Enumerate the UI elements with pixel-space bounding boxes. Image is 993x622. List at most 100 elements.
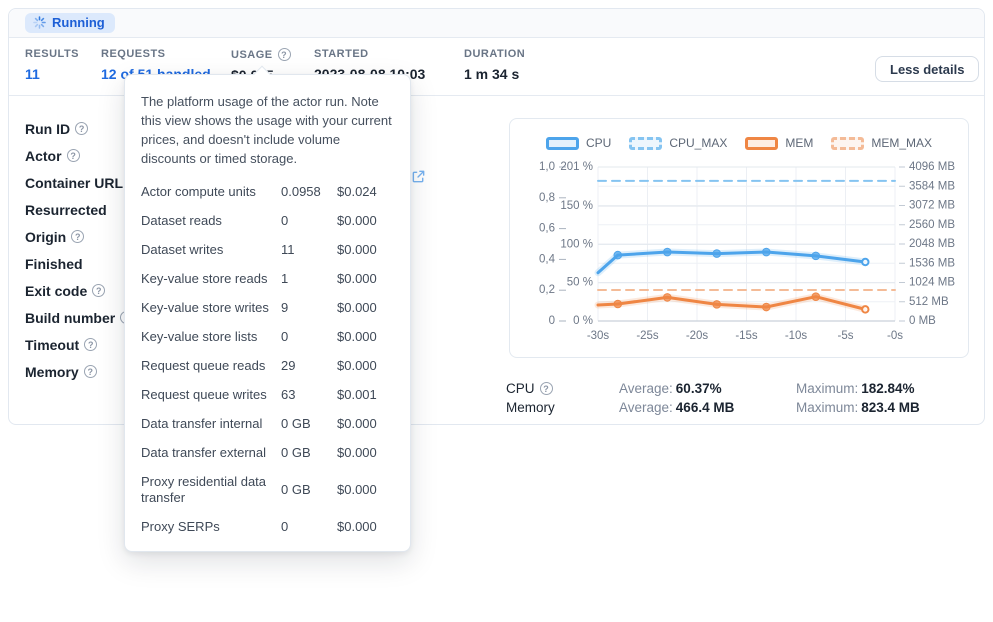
svg-text:3072 MB: 3072 MB [909,200,955,212]
run-field-row: Finished [25,250,141,277]
run-field-row: Origin ? [25,223,141,250]
memory-maximum-value: 823.4 MB [861,400,920,415]
help-icon[interactable]: ? [75,122,89,135]
svg-text:3584 MB: 3584 MB [909,180,955,192]
svg-text:150 %: 150 % [560,200,593,212]
svg-text:0 MB: 0 MB [909,315,936,327]
tooltip-description: The platform usage of the actor run. Not… [141,94,392,166]
run-field-label: Container URL [25,174,123,191]
resource-summary: CPU ? Average: 60.37% Maximum: 182.84% Mem… [506,381,920,415]
stat-results-label: RESULTS [25,48,80,60]
cpu-help-icon[interactable]: ? [539,382,553,395]
usage-row-value: 0 [281,213,289,228]
usage-row-price: $0.000 [337,519,377,534]
run-field-row: Timeout ? [25,331,141,358]
usage-row-value: 0 GB [281,416,311,431]
svg-text:0: 0 [549,315,555,327]
usage-row-label: Data transfer external [141,445,267,460]
usage-row-label: Key-value store reads [141,271,268,286]
legend-swatch-icon [545,136,579,150]
usage-row-label: Request queue writes [141,387,267,402]
duration-value: 1 m 34 s [464,66,520,82]
help-icon[interactable]: ? [71,230,85,243]
run-field-label: Resurrected [25,201,107,218]
svg-text:0,2: 0,2 [539,284,555,296]
cpu-average-value: 60.37% [675,381,722,396]
usage-row-price: $0.000 [337,271,377,286]
memory-average: Average: 466.4 MB [619,400,796,415]
svg-text:-25s: -25s [636,330,659,342]
status-strip: Running [9,9,984,38]
usage-row-value: 29 [281,358,296,373]
usage-row-label: Actor compute units [141,184,256,199]
stat-usage-label-text: USAGE [231,48,273,61]
svg-text:-5s: -5s [838,330,854,342]
usage-row-price: $0.000 [337,358,377,373]
run-field-row: Run ID ? [25,115,141,142]
usage-row-value: 1 [281,271,289,286]
usage-row-price: $0.024 [337,184,377,199]
usage-row-price: $0.000 [337,213,377,228]
run-field-label: Origin [25,228,67,245]
usage-row-label: Data transfer internal [141,416,263,431]
usage-row-label: Key-value store writes [141,300,269,315]
memory-average-value: 466.4 MB [675,400,735,415]
legend-item[interactable]: MEM [745,136,813,150]
cpu-maximum: Maximum: 182.84% [796,381,920,396]
help-icon[interactable]: ? [66,149,80,162]
cpu-average: Average: 60.37% [619,381,796,396]
run-fields-list: Run ID ? Actor ? Container URL ? Resurre… [25,115,141,385]
series-CPU [594,247,870,277]
cpu-maximum-value: 182.84% [861,381,915,396]
memory-summary-label-text: Memory [506,400,555,415]
stat-results: RESULTS 11 [25,48,79,82]
legend-item-label: CPU_MAX [669,136,728,150]
usage-row-price: $0.000 [337,445,377,460]
spinner-icon [33,16,46,29]
external-link-icon[interactable] [411,169,426,184]
svg-text:-20s: -20s [686,330,709,342]
chart-grid [597,166,896,322]
help-icon[interactable]: ? [84,338,98,351]
usage-row-price: $0.000 [337,416,377,431]
svg-text:-10s: -10s [785,330,808,342]
svg-text:2048 MB: 2048 MB [909,238,955,250]
legend-item[interactable]: MEM_MAX [831,136,932,150]
series-MEM [594,292,870,314]
memory-maximum-label: Maximum: [796,400,859,415]
results-link[interactable]: 11 [25,66,40,82]
memory-maximum: Maximum: 823.4 MB [796,400,920,415]
usage-help-icon[interactable]: ? [277,48,291,61]
status-badge: Running [25,13,115,33]
legend-item[interactable]: CPU_MAX [629,136,727,150]
stat-duration: DURATION 1 m 34 s [464,48,525,82]
usage-row-label: Request queue reads [141,358,266,373]
legend-swatch-icon [831,136,865,150]
help-icon[interactable]: ? [92,284,106,297]
cpu-summary-label-text: CPU [506,381,535,396]
svg-text:1,0: 1,0 [539,161,555,173]
svg-text:4096 MB: 4096 MB [909,161,955,173]
cpu-average-label: Average: [619,381,673,396]
legend-item-label: MEM_MAX [871,136,933,150]
usage-row-label: Proxy residential data transfer [141,474,267,505]
usage-tooltip: The platform usage of the actor run. Not… [124,65,411,552]
usage-row-value: 0 GB [281,445,311,460]
svg-text:100 %: 100 % [560,238,593,250]
svg-text:1536 MB: 1536 MB [909,257,955,269]
cpu-maximum-label: Maximum: [796,381,859,396]
cpu-summary-label: CPU ? [506,381,619,396]
run-field-label: Exit code [25,282,88,299]
help-icon[interactable]: ? [83,365,97,378]
svg-text:0,8: 0,8 [539,192,555,204]
less-details-button[interactable]: Less details [875,56,980,82]
svg-text:50 %: 50 % [567,277,593,289]
usage-row-price: $0.000 [337,482,377,497]
run-field-row: Actor ? [25,142,141,169]
chart-legend: CPU CPU_MAX MEM MEM_MAX [510,136,968,150]
stat-requests-label: REQUESTS [101,48,166,60]
legend-item[interactable]: CPU [545,136,612,150]
legend-item-label: CPU [585,136,612,150]
chart-axes: 1,0 0,8 0,6 0,4 0,2 0 201 % 150 % 100 % 50 % 0 % 40… [539,161,955,342]
